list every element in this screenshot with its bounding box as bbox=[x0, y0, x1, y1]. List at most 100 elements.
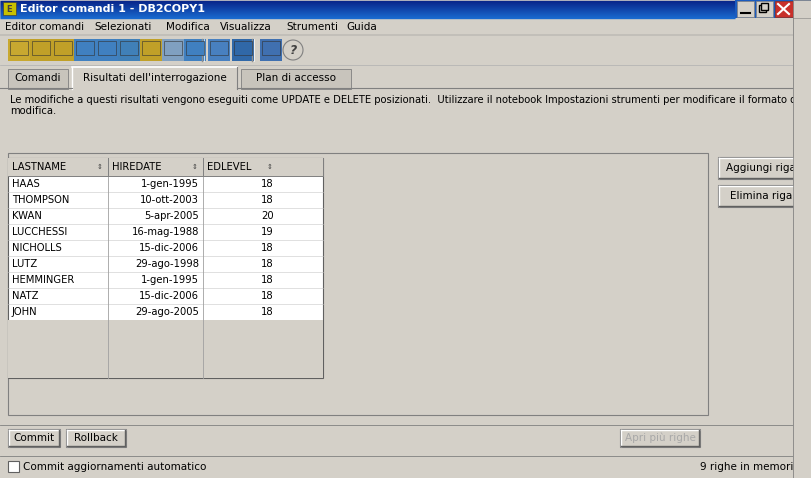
Text: 1-gen-1995: 1-gen-1995 bbox=[141, 275, 199, 285]
Text: 9 righe in memoria: 9 righe in memoria bbox=[699, 462, 799, 472]
Text: 5-apr-2005: 5-apr-2005 bbox=[144, 211, 199, 221]
Text: 18: 18 bbox=[261, 259, 273, 269]
Text: 18: 18 bbox=[261, 291, 273, 301]
Text: 29-ago-1998: 29-ago-1998 bbox=[135, 259, 199, 269]
Bar bbox=[118, 39, 139, 61]
Bar bbox=[8, 69, 68, 89]
Bar bbox=[0, 456, 792, 478]
Text: 18: 18 bbox=[261, 243, 273, 253]
Text: Commit: Commit bbox=[14, 433, 54, 443]
Text: 15-dic-2006: 15-dic-2006 bbox=[139, 243, 199, 253]
Text: Aggiungi riga: Aggiungi riga bbox=[725, 163, 795, 173]
Text: Elimina riga: Elimina riga bbox=[729, 191, 792, 201]
Text: HIREDATE: HIREDATE bbox=[112, 162, 161, 172]
Text: 1-gen-1995: 1-gen-1995 bbox=[141, 179, 199, 189]
Bar bbox=[74, 39, 96, 61]
Text: Strumenti: Strumenti bbox=[286, 22, 338, 32]
Bar bbox=[736, 1, 753, 17]
Bar bbox=[30, 39, 52, 61]
Bar bbox=[66, 429, 126, 447]
Text: Editor comandi: Editor comandi bbox=[5, 22, 84, 32]
Bar bbox=[8, 320, 323, 378]
Bar bbox=[186, 41, 204, 55]
Text: 18: 18 bbox=[261, 275, 273, 285]
Bar bbox=[0, 88, 792, 425]
Bar bbox=[234, 41, 251, 55]
Text: 19: 19 bbox=[261, 227, 273, 237]
Text: modifica.: modifica. bbox=[10, 106, 56, 116]
Text: ?: ? bbox=[289, 43, 296, 56]
Text: HEMMINGER: HEMMINGER bbox=[12, 275, 74, 285]
Bar bbox=[260, 39, 281, 61]
Text: Modifica: Modifica bbox=[165, 22, 209, 32]
Bar bbox=[72, 67, 237, 90]
Text: 29-ago-2005: 29-ago-2005 bbox=[135, 307, 199, 317]
Bar bbox=[10, 41, 28, 55]
Bar bbox=[717, 157, 803, 179]
Bar bbox=[96, 39, 118, 61]
Text: 18: 18 bbox=[261, 195, 273, 205]
Bar bbox=[52, 39, 74, 61]
Bar bbox=[717, 185, 803, 207]
Text: Rollback: Rollback bbox=[74, 433, 118, 443]
Bar bbox=[0, 425, 792, 451]
Bar bbox=[8, 429, 60, 447]
Text: Risultati dell'interrogazione: Risultati dell'interrogazione bbox=[83, 73, 226, 83]
Text: NATZ: NATZ bbox=[12, 291, 38, 301]
Bar bbox=[0, 66, 792, 88]
Bar bbox=[8, 158, 323, 378]
Bar bbox=[184, 39, 206, 61]
Text: 18: 18 bbox=[261, 307, 273, 317]
Bar bbox=[758, 5, 765, 12]
Text: Guida: Guida bbox=[346, 22, 377, 32]
Bar bbox=[241, 69, 350, 89]
Bar bbox=[8, 158, 323, 176]
Bar bbox=[142, 41, 160, 55]
Bar bbox=[162, 39, 184, 61]
Text: 15-dic-2006: 15-dic-2006 bbox=[139, 291, 199, 301]
Bar bbox=[755, 1, 772, 17]
Text: ⇕: ⇕ bbox=[267, 164, 272, 170]
Text: Le modifiche a questi risultati vengono eseguiti come UPDATE e DELETE posizionat: Le modifiche a questi risultati vengono … bbox=[10, 95, 798, 105]
Text: E: E bbox=[6, 4, 12, 13]
Bar bbox=[8, 39, 30, 61]
Bar bbox=[792, 0, 811, 478]
Text: 10-ott-2003: 10-ott-2003 bbox=[140, 195, 199, 205]
Bar bbox=[760, 3, 767, 10]
Text: 18: 18 bbox=[261, 179, 273, 189]
Text: Selezionati: Selezionati bbox=[94, 22, 152, 32]
Text: 16-mag-1988: 16-mag-1988 bbox=[131, 227, 199, 237]
Text: LUCCHESSI: LUCCHESSI bbox=[12, 227, 67, 237]
Text: KWAN: KWAN bbox=[12, 211, 42, 221]
Text: JOHN: JOHN bbox=[12, 307, 37, 317]
Circle shape bbox=[283, 40, 303, 60]
Bar bbox=[76, 41, 94, 55]
Bar bbox=[232, 39, 254, 61]
Text: Comandi: Comandi bbox=[15, 73, 61, 83]
Bar bbox=[32, 41, 50, 55]
Bar bbox=[98, 41, 116, 55]
Text: EDLEVEL: EDLEVEL bbox=[207, 162, 251, 172]
Bar bbox=[208, 39, 230, 61]
Text: Apri più righe: Apri più righe bbox=[624, 433, 694, 443]
Bar bbox=[8, 153, 707, 415]
Text: HAAS: HAAS bbox=[12, 179, 40, 189]
Text: NICHOLLS: NICHOLLS bbox=[12, 243, 62, 253]
Bar bbox=[792, 0, 811, 478]
Bar bbox=[139, 39, 162, 61]
Bar bbox=[0, 36, 792, 66]
Text: Plan di accesso: Plan di accesso bbox=[255, 73, 336, 83]
Bar bbox=[164, 41, 182, 55]
Text: Editor comandi 1 - DB2COPY1: Editor comandi 1 - DB2COPY1 bbox=[20, 4, 204, 14]
Bar bbox=[734, 0, 811, 18]
Text: ⇕: ⇕ bbox=[97, 164, 103, 170]
Text: THOMPSON: THOMPSON bbox=[12, 195, 69, 205]
Text: Commit aggiornamenti automatico: Commit aggiornamenti automatico bbox=[23, 462, 206, 472]
Bar bbox=[774, 1, 792, 17]
Bar bbox=[210, 41, 228, 55]
Bar bbox=[262, 41, 280, 55]
Bar bbox=[3, 2, 16, 15]
Bar bbox=[0, 18, 792, 36]
Text: LASTNAME: LASTNAME bbox=[12, 162, 66, 172]
Bar bbox=[120, 41, 138, 55]
